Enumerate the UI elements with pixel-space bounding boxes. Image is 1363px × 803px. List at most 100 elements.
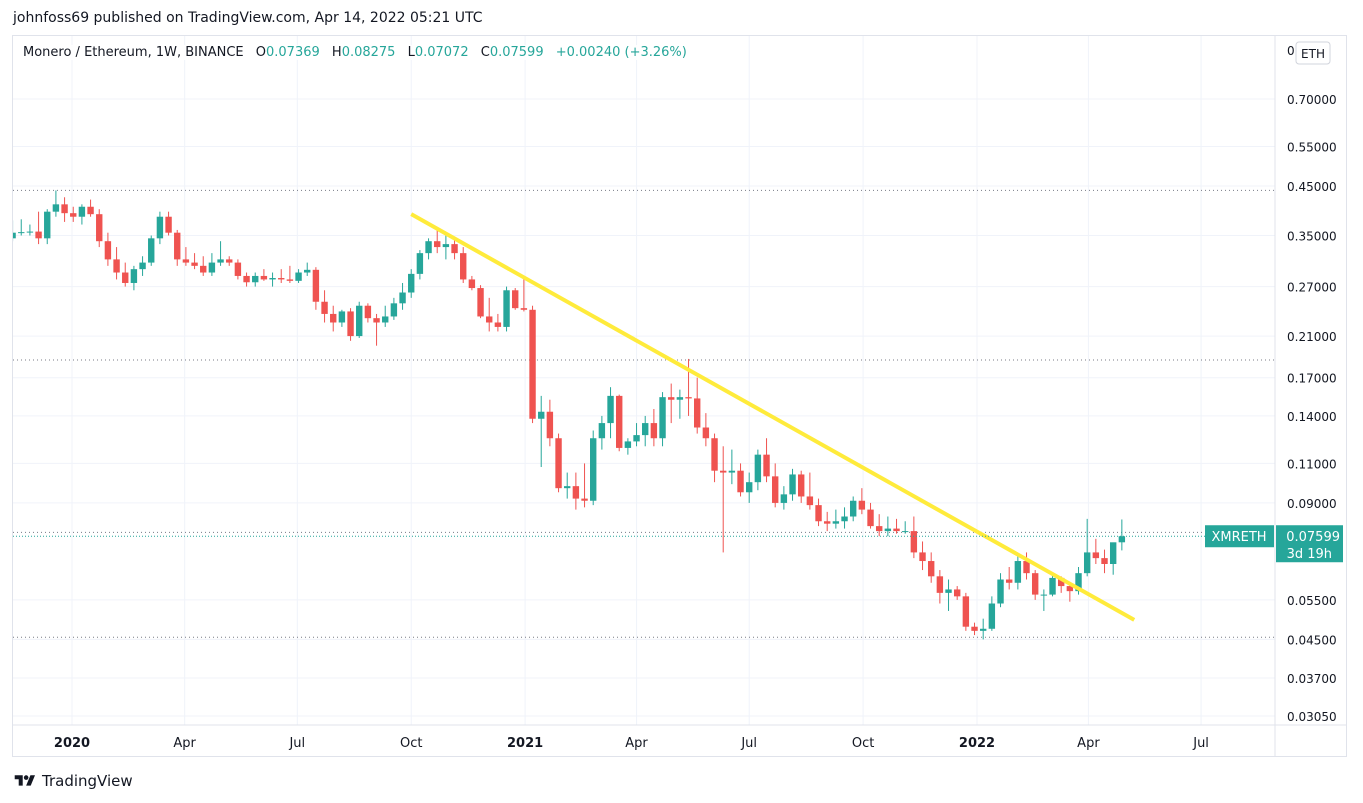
candle-body-up [408,273,415,293]
x-tick-label: Apr [173,736,196,751]
x-tick-label: Apr [625,736,648,751]
candle-body-down [1031,573,1039,595]
candle-body-down [815,505,822,522]
legend-open-value: 0.07369 [266,45,320,60]
candle-body-down [1057,577,1065,587]
candle-body-up [832,521,840,524]
candle-body-down [1005,579,1013,583]
candle-body-up [52,204,60,212]
candle-body-down [87,206,94,215]
candle-body-up [442,244,450,248]
currency-badge [1295,41,1331,65]
candle-body-down [823,521,831,524]
candle-body-down [962,596,970,627]
y-tick-label: 0.35000 [1287,229,1337,243]
y-tick-label: 0.45000 [1287,180,1337,194]
candle-body-up [538,411,545,419]
candle-body-down [364,305,372,319]
y-tick-label: 0.11000 [1287,457,1337,471]
x-tick-label: 2021 [507,736,543,751]
tradingview-logo[interactable]: TradingView [12,772,133,790]
candle-body-down [286,279,294,281]
candle-body-up [269,278,276,280]
candle-body-down [243,275,250,283]
x-tick-label: Jul [740,736,757,751]
legend-high-value: 0.08275 [341,45,396,60]
candle-body-up [208,262,216,273]
chart-legend: Monero / Ethereum, 1W, BINANCE O0.07369 … [23,45,687,60]
candle-body-up [18,232,25,234]
candle-body-up [746,482,753,493]
x-tick-label: Apr [1077,736,1100,751]
candle-body-up [1109,542,1117,564]
candle-body-down [797,474,805,497]
candle-body-down [191,262,198,266]
candle-body-up [416,253,424,274]
candle-body-down [858,500,866,510]
candle-body-down [312,269,320,302]
tradingview-wordmark: TradingView [42,772,133,790]
legend-close-value: 0.07599 [489,45,544,60]
candle-body-down [321,301,328,314]
y-tick-label: 0.70000 [1287,93,1337,107]
candle-body-down [546,411,554,439]
candle-body-down [910,531,918,553]
candles-group [13,190,1126,640]
candle-body-down [278,278,285,280]
candle-body-down [806,496,814,506]
candle-body-up [78,206,86,217]
candle-body-down [555,438,562,489]
candle-body-up [979,628,987,631]
candle-body-down [468,279,476,289]
candle-body-up [841,516,848,522]
candle-body-up [564,486,571,489]
candle-body-up [1075,573,1082,592]
y-tick-label: 0.09000 [1287,497,1337,511]
candle-body-up [633,435,640,442]
legend-low-value: 0.07072 [414,45,469,60]
candle-body-down [650,423,658,439]
tradingview-logo-icon [14,775,35,786]
candle-body-down [702,427,710,439]
candle-body-up [356,305,363,337]
x-tick-label: 2020 [54,736,90,751]
last-price-value: 0.07599 [1286,530,1340,545]
legend-open-label: O [255,45,266,60]
candle-body-up [590,438,597,501]
candle-body-up [884,528,892,532]
candle-body-down [572,486,580,499]
candle-body-up [1083,552,1091,574]
candle-body-down [581,498,588,501]
candle-body-down [165,216,172,233]
candle-body-down [373,318,380,323]
x-tick-label: Oct [400,736,422,751]
y-tick-label: 0.14000 [1287,410,1337,424]
x-tick-label: Oct [852,736,874,751]
candle-body-down [347,311,354,337]
candle-body-up [13,232,16,239]
y-tick-label: 0.03700 [1287,672,1337,686]
candle-body-down [113,259,120,273]
candle-body-down [460,253,467,280]
candle-body-up [425,241,432,254]
candle-body-down [122,272,129,283]
candle-body-down [1092,552,1100,559]
candle-body-up [1118,536,1126,543]
candle-body-up [988,603,996,629]
candle-body-up [849,500,857,517]
candle-body-up [399,292,406,304]
candle-body-down [1101,558,1108,564]
candle-body-up [139,262,146,270]
candle-body-down [927,561,935,577]
candle-body-down [61,204,68,214]
candle-body-up [503,290,510,327]
candle-body-up [676,397,684,400]
candle-body-down [451,244,458,254]
candle-body-down [486,316,493,323]
candle-body-down [763,454,770,477]
legend-close-label: C [480,45,490,60]
candle-body-down [1023,561,1030,574]
candle-body-up [390,303,398,317]
candle-body-down [867,509,874,527]
